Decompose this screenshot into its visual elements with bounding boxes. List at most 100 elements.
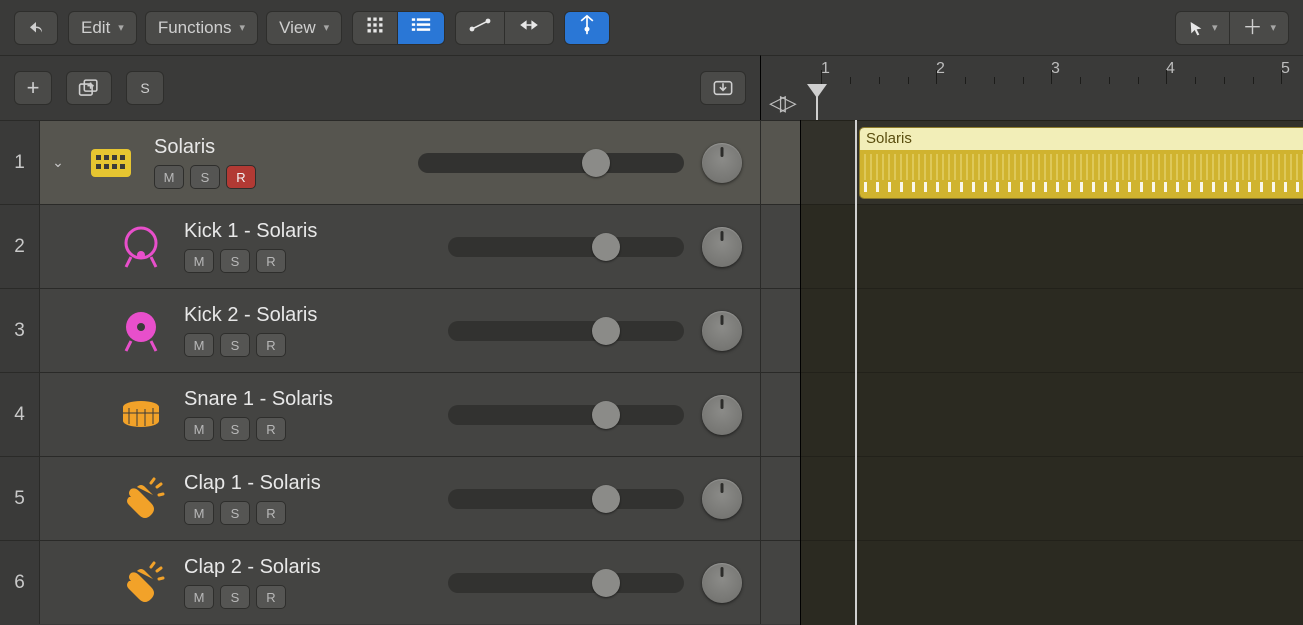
track-extra-cell [760, 288, 800, 372]
arrange-row[interactable] [801, 372, 1303, 456]
volume-slider[interactable] [448, 573, 684, 593]
slider-thumb[interactable] [592, 569, 620, 597]
volume-slider[interactable] [448, 237, 684, 257]
record-button[interactable]: R [226, 165, 256, 189]
volume-slider[interactable] [448, 489, 684, 509]
catch-playhead-button[interactable] [564, 11, 610, 45]
pan-knob[interactable] [702, 311, 742, 351]
disclosure-chevron-icon[interactable]: ⌄ [48, 154, 68, 171]
track-header[interactable]: Clap 1 - Solaris M S R [40, 456, 760, 540]
solo-button[interactable]: S [220, 417, 250, 441]
track-name-label: Kick 1 - Solaris [184, 220, 434, 243]
msr-group: M S R [184, 585, 434, 609]
msr-group: M S R [184, 501, 434, 525]
tracks-area: 123456 ⌄ Solaris M S R Kick 1 - Solaris … [0, 120, 1303, 625]
volume-slider[interactable] [448, 405, 684, 425]
record-button[interactable]: R [256, 333, 286, 357]
back-button[interactable] [14, 11, 58, 45]
global-solo-button[interactable]: S [126, 71, 164, 105]
pan-knob[interactable] [702, 563, 742, 603]
chevron-down-icon: ▾ [1270, 21, 1276, 34]
link-button[interactable] [504, 11, 554, 45]
arrange-row[interactable] [801, 204, 1303, 288]
solo-button[interactable]: S [220, 249, 250, 273]
playhead-nudge-icon[interactable]: ◁▷ [769, 90, 791, 116]
arrange-row[interactable] [801, 288, 1303, 372]
slider-thumb[interactable] [582, 149, 610, 177]
mute-button[interactable]: M [184, 585, 214, 609]
pan-knob[interactable] [702, 479, 742, 519]
pan-knob[interactable] [702, 395, 742, 435]
solo-button[interactable]: S [220, 501, 250, 525]
track-header[interactable]: ⌄ Solaris M S R [40, 120, 760, 204]
track-icon [112, 307, 170, 355]
pan-knob[interactable] [702, 143, 742, 183]
track-number[interactable]: 5 [0, 456, 40, 540]
mute-button[interactable]: M [184, 501, 214, 525]
add-track-button[interactable]: + [14, 71, 52, 105]
track-extra-cell [760, 120, 800, 204]
arrange-row[interactable]: Solaris [801, 120, 1303, 204]
menu-label: View [279, 18, 316, 38]
bar-ruler[interactable]: 12345 [761, 56, 1303, 84]
region-title: Solaris [860, 128, 1303, 150]
ruler-tick [1224, 77, 1225, 84]
automation-icon [468, 16, 492, 39]
slider-thumb[interactable] [592, 401, 620, 429]
mute-button[interactable]: M [184, 333, 214, 357]
arrange-area[interactable]: Solaris [800, 120, 1303, 625]
track-number[interactable]: 2 [0, 204, 40, 288]
track-header[interactable]: Snare 1 - Solaris M S R [40, 372, 760, 456]
ruler-area[interactable]: 12345 ◁▷ [760, 55, 1303, 120]
chevron-down-icon: ▾ [240, 21, 246, 34]
mute-button[interactable]: M [184, 417, 214, 441]
view-menu[interactable]: View▾ [266, 11, 342, 45]
grid-button[interactable] [352, 11, 397, 45]
import-button[interactable] [700, 71, 746, 105]
add-tool-button[interactable]: ＋ ▾ [1229, 11, 1289, 45]
solo-button[interactable]: S [220, 585, 250, 609]
track-number[interactable]: 6 [0, 540, 40, 624]
list-button[interactable] [397, 11, 445, 45]
record-button[interactable]: R [256, 501, 286, 525]
slider-thumb[interactable] [592, 485, 620, 513]
pan-knob[interactable] [702, 227, 742, 267]
ruler-tick [908, 77, 909, 84]
edit-menu[interactable]: Edit▾ [68, 11, 137, 45]
slider-thumb[interactable] [592, 233, 620, 261]
track-number[interactable]: 1 [0, 120, 40, 204]
track-extra-cell [760, 204, 800, 288]
playhead-line[interactable] [855, 120, 857, 625]
menu-label: Edit [81, 18, 110, 38]
plus-icon: ＋ [1242, 18, 1262, 38]
automation-button[interactable] [455, 11, 504, 45]
record-button[interactable]: R [256, 417, 286, 441]
volume-slider[interactable] [418, 153, 684, 173]
mute-button[interactable]: M [154, 165, 184, 189]
solo-button[interactable]: S [220, 333, 250, 357]
ruler-tick [1109, 77, 1110, 84]
track-extra-cell [760, 540, 800, 624]
playhead-stem[interactable] [816, 96, 818, 121]
track-number[interactable]: 3 [0, 288, 40, 372]
track-header[interactable]: Kick 1 - Solaris M S R [40, 204, 760, 288]
functions-menu[interactable]: Functions▾ [145, 11, 258, 45]
ruler-tick [965, 77, 966, 84]
mute-button[interactable]: M [184, 249, 214, 273]
record-button[interactable]: R [256, 249, 286, 273]
midi-region[interactable]: Solaris [859, 127, 1303, 199]
duplicate-track-button[interactable] [66, 71, 112, 105]
arrange-row[interactable] [801, 540, 1303, 624]
pointer-tool-button[interactable]: ▾ [1175, 11, 1230, 45]
solo-button[interactable]: S [190, 165, 220, 189]
ruler-tick [1080, 77, 1081, 84]
slider-thumb[interactable] [592, 317, 620, 345]
arrange-row[interactable] [801, 456, 1303, 540]
track-header[interactable]: Kick 2 - Solaris M S R [40, 288, 760, 372]
volume-slider[interactable] [448, 321, 684, 341]
track-header[interactable]: Clap 2 - Solaris M S R [40, 540, 760, 624]
record-button[interactable]: R [256, 585, 286, 609]
ruler-tick [1023, 77, 1024, 84]
track-number[interactable]: 4 [0, 372, 40, 456]
msr-group: M S R [154, 165, 404, 189]
